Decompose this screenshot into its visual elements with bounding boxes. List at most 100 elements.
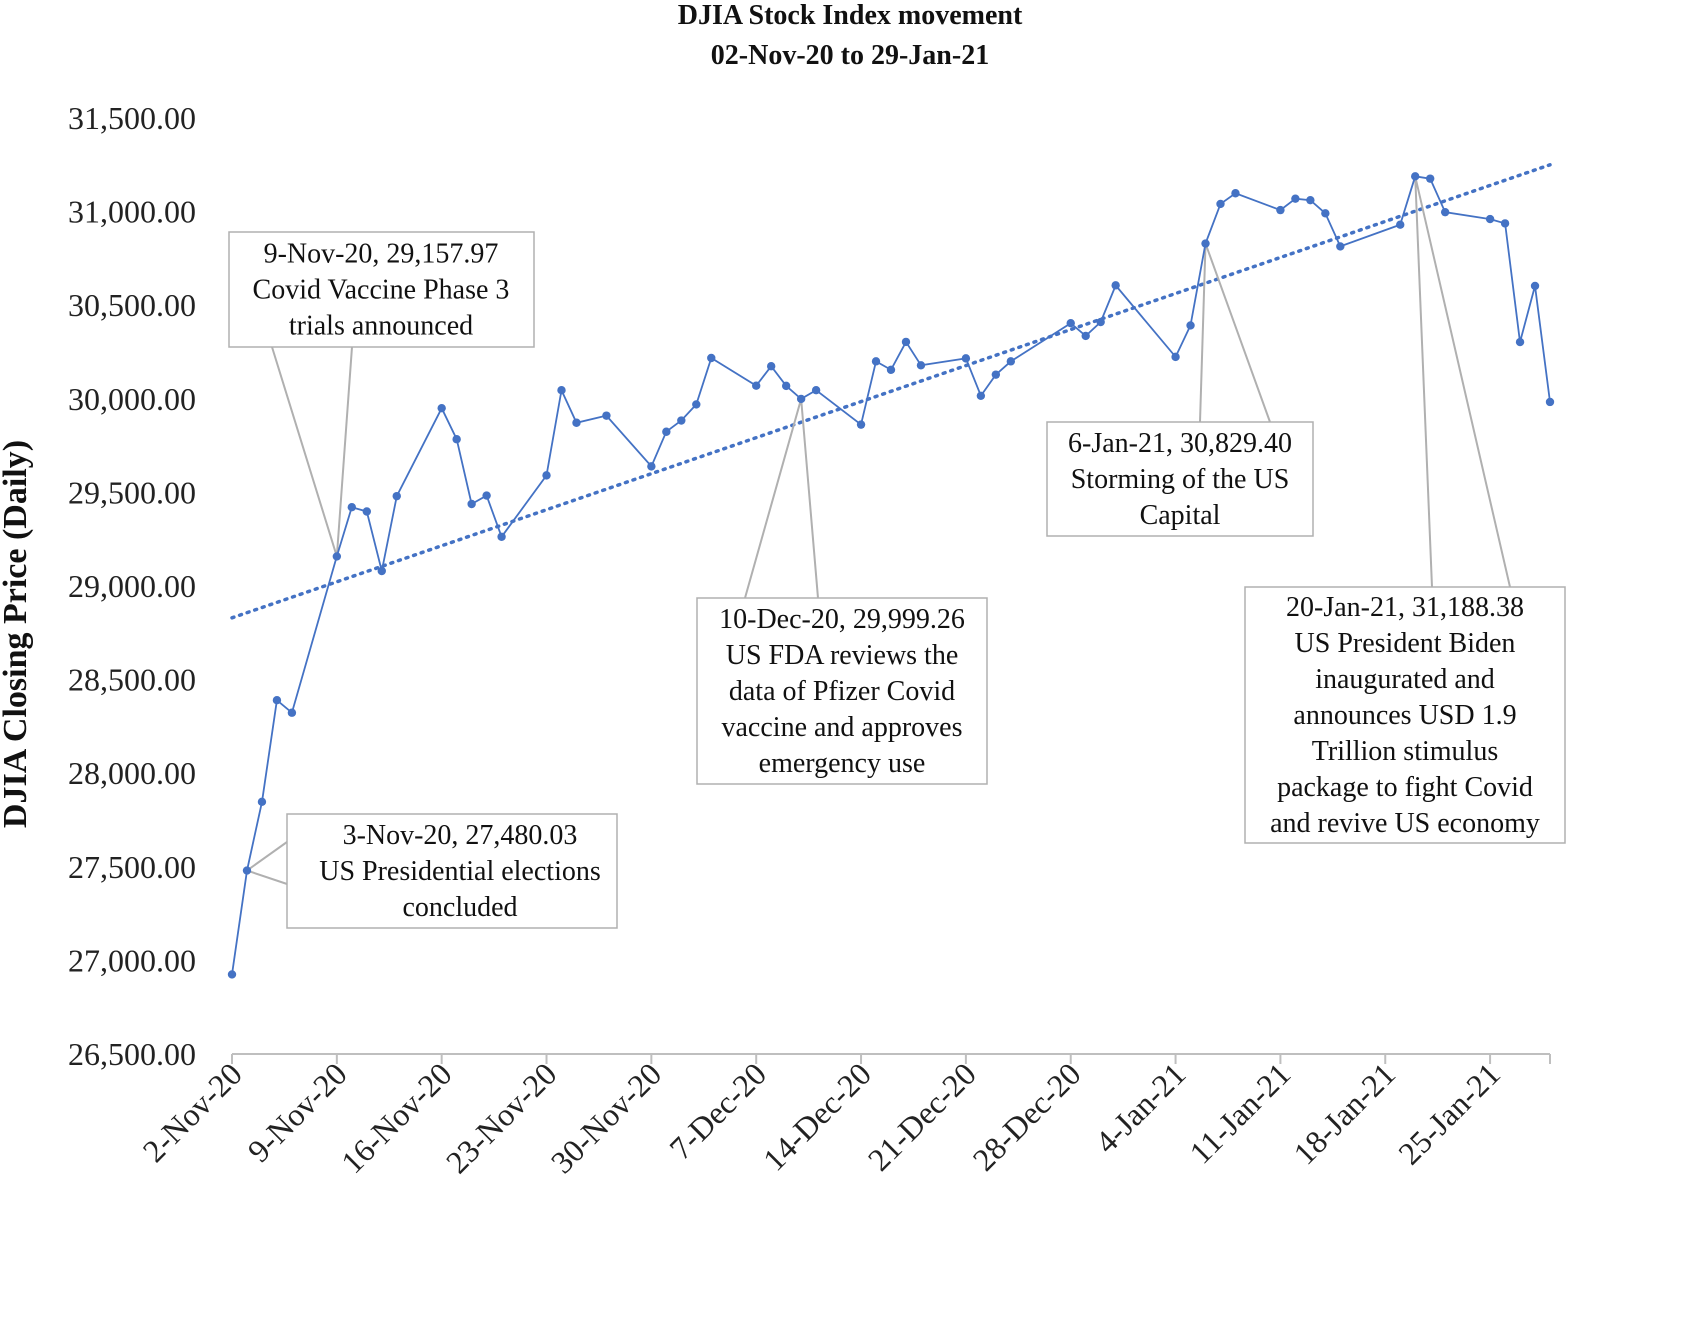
x-tick-label: 7-Dec-20 [662, 1055, 773, 1166]
data-point [976, 391, 986, 401]
annotation-text: Capital [1140, 500, 1221, 531]
data-point [1336, 242, 1345, 251]
data-point [796, 394, 806, 404]
y-tick-label: 29,500.00 [68, 474, 196, 510]
data-point [1216, 199, 1225, 209]
x-tick-label: 28-Dec-20 [965, 1055, 1087, 1177]
data-point [1425, 174, 1435, 183]
annotation-text: emergency use [759, 748, 926, 779]
data-point [781, 381, 791, 391]
series-group [227, 172, 1555, 979]
x-tick-label: 30-Nov-20 [544, 1055, 669, 1180]
data-point [692, 400, 701, 409]
data-point [1066, 318, 1075, 328]
data-point [257, 797, 267, 807]
data-point [1276, 205, 1285, 215]
annotation-box [696, 597, 988, 785]
annotation-text: announces USD 1.9 [1293, 700, 1516, 731]
y-tick-label: 28,000.00 [68, 755, 196, 791]
annotation-text: and revive US economy [1270, 808, 1540, 839]
annotation-leader [1199, 243, 1271, 423]
y-tick-label: 30,000.00 [68, 381, 196, 417]
annotation-text: 9-Nov-20, 29,157.97 [264, 239, 499, 270]
data-point [1396, 220, 1405, 229]
y-tick-label: 29,000.00 [68, 568, 196, 604]
x-tick-label: 18-Jan-21 [1286, 1055, 1402, 1171]
y-tick-label: 27,000.00 [68, 942, 196, 978]
data-point [916, 361, 926, 370]
x-tick-label: 25-Jan-21 [1391, 1055, 1507, 1171]
data-point [856, 420, 866, 429]
data-point [452, 435, 461, 444]
y-tick-label: 31,000.00 [68, 194, 196, 230]
y-axis-title: DJIA Closing Price (Daily) [0, 440, 34, 828]
data-point [542, 471, 551, 480]
annotation-text: trials announced [289, 311, 473, 342]
annotation-text: Trillion stimulus [1312, 736, 1498, 767]
y-tick-label: 28,500.00 [68, 662, 196, 698]
data-point [572, 418, 581, 427]
data-point [1515, 337, 1525, 347]
y-tick-label: 30,500.00 [68, 287, 196, 323]
data-point [332, 552, 342, 561]
data-point [961, 354, 971, 363]
y-tick-label: 27,500.00 [68, 849, 196, 885]
data-point [1321, 209, 1330, 218]
data-point [991, 370, 1001, 379]
data-point [242, 866, 252, 875]
annotation-text: 10-Dec-20, 29,999.26 [719, 604, 965, 635]
x-tick-label: 2-Nov-20 [136, 1055, 249, 1168]
data-point [557, 385, 566, 395]
annotation-text: package to fight Covid [1277, 772, 1533, 803]
annotation-text: concluded [402, 892, 517, 923]
x-tick-label: 14-Dec-20 [756, 1055, 878, 1177]
data-point [1440, 207, 1450, 217]
data-point [1485, 214, 1495, 224]
data-point [347, 502, 357, 512]
data-point [871, 357, 881, 366]
annotation-text: US Presidential elections [319, 856, 601, 887]
data-point [1500, 219, 1510, 228]
data-point [1545, 397, 1555, 407]
data-point [1111, 281, 1120, 290]
x-tick-label: 21-Dec-20 [861, 1055, 983, 1177]
data-point [1231, 189, 1240, 198]
data-point [227, 970, 237, 979]
annotation-text: 6-Jan-21, 30,829.40 [1068, 428, 1292, 459]
data-point [766, 362, 776, 371]
annotation-text: US President Biden [1295, 628, 1516, 659]
data-point [677, 416, 686, 425]
data-point [1081, 331, 1090, 341]
annotation-leader [1414, 176, 1511, 588]
annotation-box [228, 231, 535, 348]
annotation-box [286, 813, 618, 929]
annotation-text: US FDA reviews the [726, 640, 959, 671]
data-point [901, 337, 911, 347]
data-point [287, 708, 297, 717]
annotation-text: 20-Jan-21, 31,188.38 [1286, 592, 1524, 623]
annotation-text: data of Pfizer Covid [729, 676, 955, 707]
data-point [707, 353, 716, 363]
x-tick-label: 23-Nov-20 [439, 1055, 564, 1180]
data-point [1006, 357, 1016, 366]
x-tick-label: 16-Nov-20 [334, 1055, 459, 1180]
data-point [467, 499, 476, 509]
data-point [886, 365, 896, 374]
annotation-box [1046, 421, 1314, 537]
data-point [1186, 321, 1195, 330]
annotation-box [1244, 586, 1566, 844]
annotation-text: 3-Nov-20, 27,480.03 [343, 820, 578, 851]
trendline-group [230, 163, 1552, 620]
data-point [272, 695, 282, 705]
data-point [497, 532, 506, 541]
data-point [1411, 172, 1420, 181]
annotation-leader [244, 841, 294, 887]
data-point [662, 427, 671, 436]
data-point [482, 491, 491, 500]
linear-trendline [230, 163, 1552, 620]
annotations-group: 3-Nov-20, 27,480.03 US Presidential elect… [228, 231, 1566, 929]
data-point [1171, 352, 1180, 362]
data-point [377, 566, 386, 576]
data-point [647, 462, 656, 471]
